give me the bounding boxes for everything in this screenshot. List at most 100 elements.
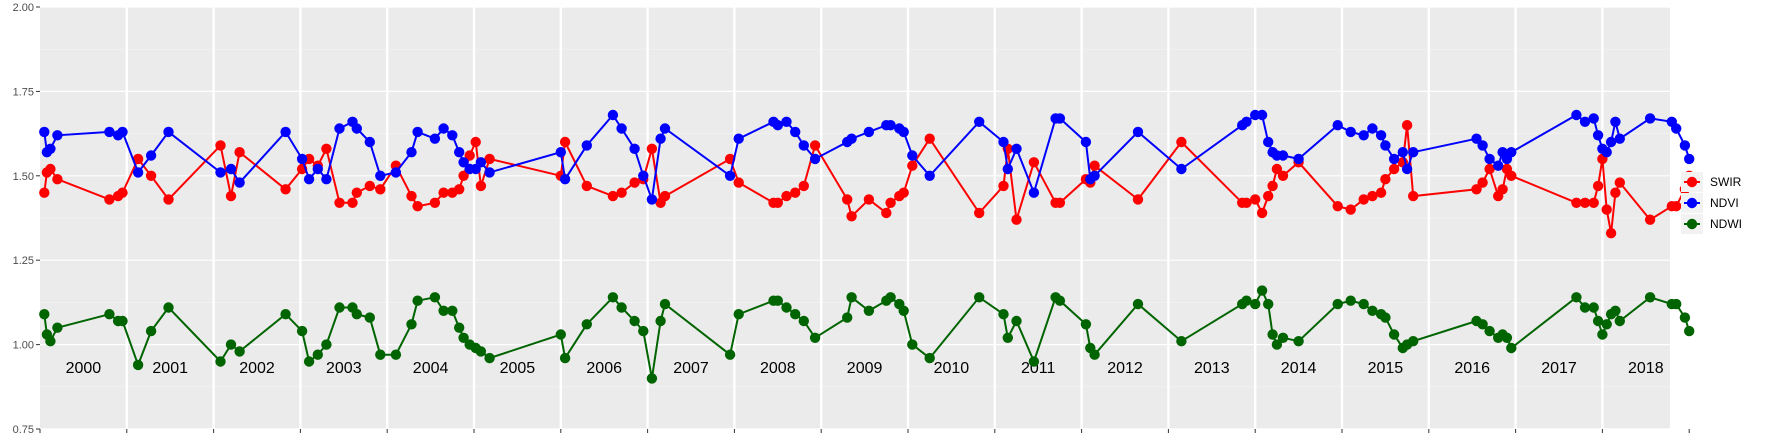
point-ndwi	[1080, 319, 1092, 330]
year-label: 2010	[934, 360, 970, 377]
point-ndwi	[52, 322, 63, 333]
point-ndwi	[334, 302, 345, 313]
point-ndvi	[390, 167, 402, 178]
point-ndwi	[846, 292, 857, 303]
year-label: 2017	[1541, 360, 1577, 377]
point-swir	[412, 201, 423, 212]
y-tick-label: 1.50	[13, 171, 34, 183]
point-swir	[659, 190, 671, 202]
point-ndvi	[1571, 109, 1582, 121]
point-swir	[1388, 163, 1400, 175]
point-ndvi	[1601, 147, 1612, 158]
point-ndwi	[659, 298, 671, 310]
point-swir	[484, 153, 495, 165]
point-ndvi	[998, 136, 1009, 148]
point-ndvi	[234, 177, 245, 188]
point-ndvi	[1375, 130, 1387, 141]
point-swir	[1250, 194, 1261, 205]
point-ndwi	[364, 312, 375, 323]
point-ndvi	[1397, 147, 1409, 158]
year-label: 2005	[500, 360, 536, 377]
point-swir	[347, 197, 358, 208]
point-ndvi	[1484, 153, 1495, 165]
point-swir	[438, 187, 449, 198]
y-tick-label: 0.75	[13, 424, 34, 436]
point-ndvi	[334, 123, 345, 134]
point-ndvi	[974, 116, 985, 128]
point-ndwi	[1263, 298, 1274, 310]
point-ndvi	[1080, 136, 1092, 148]
legend-label-ndvi: NDVI	[1710, 196, 1739, 210]
point-swir	[1358, 194, 1369, 205]
point-ndvi	[898, 126, 909, 138]
point-ndvi	[1401, 163, 1413, 175]
point-swir	[733, 177, 744, 188]
point-ndwi	[438, 305, 449, 316]
point-ndwi	[646, 373, 658, 384]
point-swir	[1579, 197, 1591, 208]
point-ndvi	[1332, 120, 1343, 131]
point-ndvi	[412, 126, 423, 138]
point-ndwi	[163, 302, 174, 313]
point-swir	[351, 187, 362, 198]
point-ndwi	[1271, 339, 1283, 350]
point-ndwi	[733, 309, 744, 320]
point-ndvi	[1011, 143, 1022, 154]
point-ndvi	[454, 147, 465, 158]
point-ndvi	[863, 126, 875, 138]
point-ndvi	[1345, 126, 1356, 138]
point-swir	[907, 160, 918, 171]
legend: SWIR NDVI NDWI	[1681, 172, 1742, 234]
point-ndvi	[659, 123, 671, 134]
point-ndwi	[655, 315, 666, 327]
point-swir	[454, 184, 465, 195]
point-swir	[1571, 197, 1582, 208]
point-ndvi	[447, 130, 458, 141]
point-ndwi	[863, 305, 875, 316]
y-tick-label: 1.25	[13, 255, 34, 267]
point-ndvi	[555, 147, 566, 158]
point-ndvi	[225, 163, 237, 175]
point-swir	[1267, 180, 1278, 192]
point-swir	[1588, 197, 1599, 208]
point-ndvi	[375, 170, 386, 181]
point-swir	[145, 170, 157, 181]
point-swir	[1132, 194, 1144, 205]
point-swir	[616, 187, 627, 198]
point-ndwi	[296, 325, 308, 337]
point-ndwi	[1501, 332, 1513, 343]
point-swir	[1506, 170, 1517, 181]
point-ndwi	[351, 309, 362, 320]
point-ndwi	[1011, 315, 1022, 327]
point-ndwi	[1484, 325, 1495, 337]
year-label: 2008	[760, 360, 796, 377]
point-swir	[846, 211, 857, 222]
point-ndwi	[638, 325, 649, 337]
point-ndwi	[104, 309, 115, 320]
point-ndvi	[1256, 109, 1268, 121]
point-ndvi	[1610, 116, 1621, 128]
point-swir	[1471, 184, 1482, 195]
point-ndvi	[104, 126, 115, 138]
point-ndwi	[1610, 305, 1621, 316]
point-ndvi	[1579, 116, 1591, 128]
legend-key-point	[1686, 197, 1698, 209]
point-swir	[842, 194, 853, 205]
point-swir	[429, 197, 441, 208]
point-ndvi	[655, 133, 666, 144]
point-ndwi	[1588, 302, 1599, 313]
point-ndwi	[555, 329, 566, 340]
point-swir	[1089, 160, 1100, 171]
point-ndvi	[312, 163, 323, 175]
point-ndwi	[629, 315, 640, 327]
point-ndvi	[458, 157, 469, 168]
point-swir	[1477, 177, 1488, 188]
point-ndwi	[454, 322, 465, 333]
legend-label-ndwi: NDWI	[1710, 217, 1742, 231]
point-ndwi	[145, 325, 157, 337]
point-swir	[1605, 228, 1617, 239]
point-swir	[863, 194, 875, 205]
year-label: 2001	[152, 360, 188, 377]
point-ndvi	[581, 140, 592, 151]
point-ndvi	[638, 170, 649, 181]
